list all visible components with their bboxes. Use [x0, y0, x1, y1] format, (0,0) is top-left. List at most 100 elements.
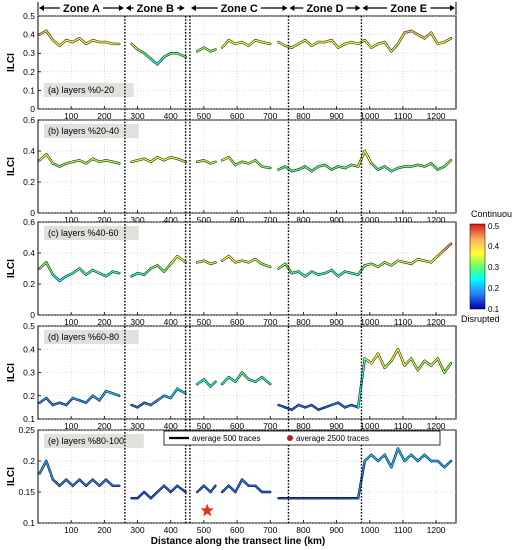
- x-tick-label: 500: [197, 215, 211, 225]
- series-segment-colored: [254, 485, 263, 493]
- series-segment-colored: [58, 39, 67, 47]
- star-marker: [200, 503, 214, 517]
- x-tick-label: 800: [296, 111, 310, 121]
- series-segment-colored: [105, 478, 114, 487]
- series-segment-colored: [209, 161, 217, 165]
- series-segment-colored: [317, 164, 326, 168]
- series-segment-colored: [156, 485, 165, 493]
- series-segment-colored: [403, 357, 412, 367]
- series-segment-colored: [377, 261, 386, 268]
- series-segment-colored: [291, 270, 300, 274]
- series-segment-colored: [38, 397, 47, 404]
- x-tick-label: 500: [197, 317, 211, 327]
- series-segment-colored: [357, 460, 366, 499]
- series-segment-colored: [297, 270, 306, 277]
- series-segment-colored: [370, 162, 379, 171]
- series-segment-colored: [234, 371, 243, 383]
- y-tick-label: 0.2: [23, 177, 35, 187]
- series-segment-colored: [423, 454, 432, 462]
- legend-line-label: average 500 traces: [192, 434, 261, 443]
- series-segment-colored: [277, 404, 286, 409]
- series-segment-colored: [364, 454, 373, 462]
- panel: 0.1 0.2 0.3 0.4 0.5 100 200 300 400 500 600 700 800 9…: [6, 321, 457, 431]
- series-segment-colored: [261, 263, 271, 268]
- series-segment-colored: [241, 161, 250, 165]
- series-segment-colored: [136, 158, 145, 162]
- series-segment-colored: [45, 153, 54, 165]
- x-tick-label: 400: [164, 525, 178, 535]
- series-segment-colored: [176, 388, 187, 395]
- panel-label-bg: [44, 330, 139, 344]
- series-segment-colored: [38, 30, 47, 36]
- series-segment-colored: [430, 32, 439, 45]
- series-segment-colored: [196, 260, 205, 263]
- series-segment-colored: [196, 485, 205, 493]
- panel-label: (a) layers %0-20: [48, 85, 114, 95]
- series-segment-colored: [98, 390, 107, 402]
- x-tick-label: 100: [64, 111, 78, 121]
- series-segment-colored: [136, 491, 145, 499]
- panel-label-bg: [44, 226, 139, 240]
- x-tick-label: 400: [164, 215, 178, 225]
- colorbar-tick: 0.4: [488, 242, 500, 251]
- series-segment-colored: [390, 447, 399, 468]
- series-colored-line: [38, 447, 452, 499]
- series-segment-colored: [344, 404, 353, 409]
- series-segment-colored: [437, 41, 446, 45]
- series-segment-colored: [143, 267, 152, 276]
- panel: 0 0.2 0.4 0.6 100 200 300 400 500 600 700 800 900 100…: [6, 115, 457, 225]
- panel-label-bg: [44, 434, 144, 448]
- series-segment-colored: [310, 404, 320, 411]
- x-tick-label: 1100: [394, 317, 413, 327]
- series-segment-colored: [98, 272, 107, 277]
- series-segment-colored: [176, 52, 187, 58]
- series-segment-colored: [136, 402, 145, 409]
- series-segment-colored: [111, 161, 120, 165]
- series-segment-colored: [58, 275, 67, 282]
- series-segment-colored: [203, 260, 212, 265]
- series-segment-colored: [111, 270, 120, 274]
- x-tick-label: 100: [64, 317, 78, 327]
- series-segment-colored: [383, 454, 393, 468]
- series-segment-colored: [234, 161, 243, 166]
- zone-arrow-head-left: [39, 5, 44, 11]
- series-segment-colored: [357, 357, 366, 409]
- zone-arrow-head-right: [282, 5, 288, 11]
- zone-arrow-head-right: [450, 5, 455, 11]
- series-segment-colored: [209, 381, 217, 388]
- series-segment-colored: [130, 272, 139, 277]
- series-segment-colored: [397, 32, 406, 45]
- series-segment-colored: [390, 348, 399, 362]
- series-segment-colored: [176, 485, 187, 493]
- zone-arrow-head-left: [289, 5, 295, 11]
- panel-label: (b) layers %20-40: [48, 126, 119, 136]
- series-segment-colored: [443, 362, 452, 374]
- x-tick-label: 700: [263, 111, 277, 121]
- series-segment-colored: [105, 390, 114, 395]
- series-segment-colored: [163, 485, 172, 493]
- y-axis-title: ILCI: [6, 467, 17, 486]
- series-segment-colored: [176, 158, 187, 163]
- series-segment-colored: [350, 404, 359, 409]
- zone-label: Zone C: [221, 3, 258, 15]
- series-segment-colored: [330, 269, 339, 277]
- y-tick-label: 0.15: [18, 487, 35, 497]
- series-segment-colored: [58, 402, 67, 406]
- x-tick-label: 300: [130, 317, 144, 327]
- colorbar-tick: 0.1: [488, 305, 500, 314]
- series-segment-colored: [437, 460, 446, 468]
- y-tick-label: 0.4: [23, 30, 35, 40]
- x-tick-label: 1100: [394, 215, 413, 225]
- series-segment-colored: [344, 270, 353, 274]
- x-tick-label: 1000: [360, 215, 379, 225]
- y-axis-title: ILCI: [6, 259, 17, 278]
- series-segment-colored: [136, 48, 145, 54]
- marker-layer: [200, 503, 214, 517]
- series-segment-colored: [254, 159, 263, 168]
- x-tick-label: 1000: [360, 421, 379, 431]
- panel: 0 0.1 0.2 0.3 0.4 0.5 100 200 300 400 500 600 700 800…: [6, 11, 457, 121]
- x-tick-label: 200: [97, 111, 111, 121]
- series-segment-colored: [78, 399, 87, 404]
- y-tick-label: 0: [30, 310, 35, 320]
